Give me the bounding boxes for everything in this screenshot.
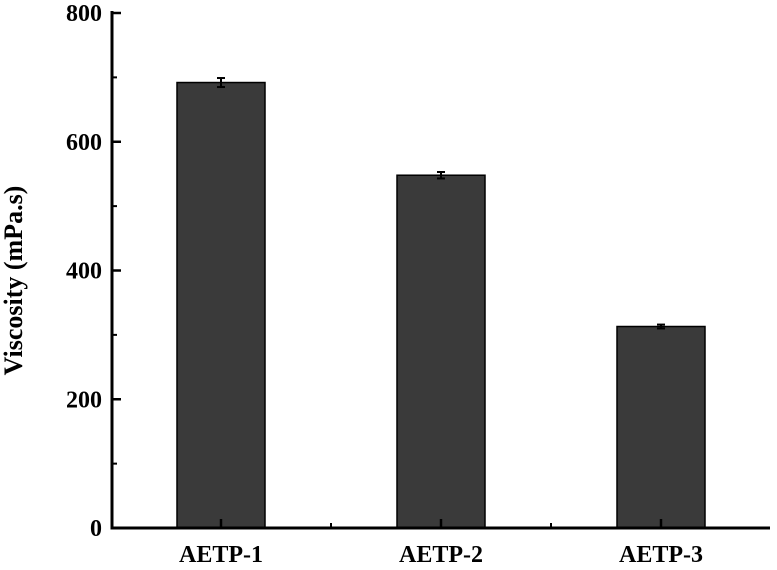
error-bar-aetp-1: [217, 77, 225, 89]
y-tick-label: 200: [66, 387, 102, 413]
bar-aetp-3: [616, 325, 706, 529]
y-tick-label: 800: [66, 1, 102, 27]
y-tick-label: 600: [66, 130, 102, 156]
error-bars-layer: [217, 77, 665, 330]
bars-layer: [176, 81, 706, 529]
x-tick-label-aetp-1: AETP-1: [179, 542, 263, 568]
y-tick-label: 0: [90, 516, 102, 542]
error-bar-aetp-3: [657, 323, 665, 330]
y-tick-label: 400: [66, 259, 102, 285]
y-ticks-layer: 0 200 400 600 800: [66, 1, 121, 542]
error-bar-aetp-2: [437, 171, 445, 180]
x-tick-label-aetp-2: AETP-2: [399, 542, 483, 568]
y-axis-title: Viscosity (mPa.s): [0, 186, 28, 376]
bar-aetp-1: [176, 81, 266, 529]
x-ticks-layer: AETP-1 AETP-2 AETP-3: [179, 519, 703, 568]
bar-aetp-2: [396, 174, 486, 529]
x-tick-label-aetp-3: AETP-3: [619, 542, 703, 568]
